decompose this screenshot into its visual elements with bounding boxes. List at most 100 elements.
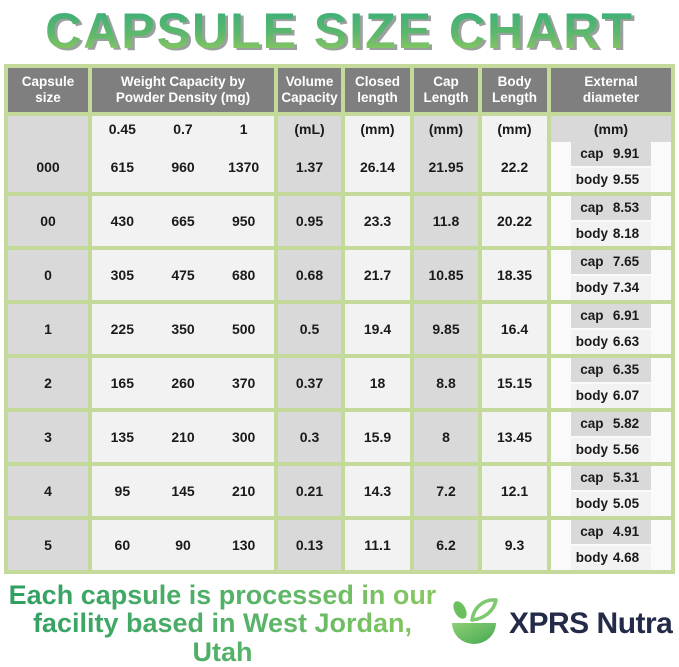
external-cap-label: cap: [580, 524, 604, 540]
cap-length-cell: 10.85: [414, 250, 478, 300]
table-row: 1 225 350 500 0.5 19.4 9.85 16.4 cap 6.9…: [8, 304, 671, 354]
external-diameter-cell: cap 5.82 body 5.56: [551, 412, 671, 462]
external-body-label: body: [575, 172, 608, 188]
external-cap-label: cap: [580, 470, 604, 486]
external-cap-row: cap 5.31: [570, 466, 652, 490]
capsule-size-table: Capsule size Weight Capacity by Powder D…: [4, 64, 675, 574]
table-subheader-row: 0.45 0.7 1 (mL) (mm) (mm) (mm) (mm): [8, 116, 671, 142]
weight-1-value: 500: [231, 320, 256, 337]
external-cap-value: 6.35: [612, 362, 640, 378]
external-diameter-cell: cap 4.91 body 4.68: [551, 520, 671, 570]
header-volume-capacity: Volume Capacity: [278, 68, 341, 112]
weight-07-value: 90: [175, 536, 191, 553]
body-length-cell: 22.2: [482, 142, 547, 192]
external-body-value: 5.56: [612, 442, 640, 458]
weight-capacity-cell: 165 260 370: [92, 358, 274, 408]
table-header-row: Capsule size Weight Capacity by Powder D…: [8, 68, 671, 112]
density-07-label: 0.7: [173, 120, 193, 137]
weight-capacity-cell: 225 350 500: [92, 304, 274, 354]
external-body-value: 9.55: [612, 172, 640, 188]
external-diameter-cell: cap 9.91 body 9.55: [551, 142, 671, 192]
subheader-cap-unit: (mm): [414, 116, 478, 142]
weight-1-value: 210: [231, 482, 256, 499]
closed-length-cell: 15.9: [345, 412, 410, 462]
header-closed-length: Closed length: [345, 68, 410, 112]
header-weight-capacity: Weight Capacity by Powder Density (mg): [92, 68, 274, 112]
capsule-size-cell: 1: [8, 304, 88, 354]
external-cap-row: cap 6.91: [570, 304, 652, 328]
capsule-size-cell: 3: [8, 412, 88, 462]
cap-length-cell: 21.95: [414, 142, 478, 192]
capsule-size-cell: 4: [8, 466, 88, 516]
weight-capacity-cell: 615 960 1370: [92, 142, 274, 192]
body-length-cell: 18.35: [482, 250, 547, 300]
weight-07-value: 260: [171, 374, 195, 391]
external-body-row: body 9.55: [570, 168, 652, 192]
table-row: 2 165 260 370 0.37 18 8.8 15.15 cap 6.35…: [8, 358, 671, 408]
capsule-size-cell: 0: [8, 250, 88, 300]
external-cap-label: cap: [580, 416, 604, 432]
header-capsule-size: Capsule size: [8, 68, 88, 112]
external-cap-value: 7.65: [612, 254, 640, 270]
weight-capacity-cell: 305 475 680: [92, 250, 274, 300]
mortar-leaf-icon: [452, 597, 498, 644]
volume-capacity-cell: 0.3: [278, 412, 341, 462]
cap-length-cell: 9.85: [414, 304, 478, 354]
cap-length-cell: 8.8: [414, 358, 478, 408]
cap-length-cell: 11.8: [414, 196, 478, 246]
body-length-cell: 15.15: [482, 358, 547, 408]
external-cap-row: cap 7.65: [570, 250, 652, 274]
volume-capacity-cell: 0.5: [278, 304, 341, 354]
volume-capacity-cell: 0.21: [278, 466, 341, 516]
weight-capacity-cell: 135 210 300: [92, 412, 274, 462]
header-body-length: Body Length: [482, 68, 547, 112]
closed-length-cell: 19.4: [345, 304, 410, 354]
subheader-volume-unit: (mL): [278, 116, 341, 142]
volume-capacity-cell: 0.68: [278, 250, 341, 300]
weight-07-value: 960: [171, 158, 195, 175]
external-body-label: body: [575, 388, 608, 404]
density-045-label: 0.45: [108, 120, 136, 137]
footer-caption-line1: Each capsule is processed in our: [8, 580, 437, 610]
weight-1-value: 130: [231, 536, 256, 553]
external-body-value: 5.05: [612, 496, 640, 512]
weight-045-value: 305: [110, 266, 134, 283]
external-cap-label: cap: [580, 254, 604, 270]
weight-1-value: 950: [231, 212, 256, 229]
weight-07-value: 350: [171, 320, 195, 337]
external-body-value: 6.63: [612, 334, 640, 350]
capsule-size-chart-page: CAPSULE SIZE CHART Capsule size Weight C…: [0, 0, 679, 644]
external-body-row: body 6.63: [570, 330, 652, 354]
weight-07-value: 145: [171, 482, 195, 499]
weight-045-value: 225: [110, 320, 134, 337]
external-body-label: body: [575, 280, 608, 296]
external-cap-label: cap: [580, 308, 604, 324]
external-body-label: body: [575, 226, 608, 242]
volume-capacity-cell: 1.37: [278, 142, 341, 192]
closed-length-cell: 23.3: [345, 196, 410, 246]
weight-07-value: 665: [171, 212, 195, 229]
volume-capacity-cell: 0.13: [278, 520, 341, 570]
external-diameter-cell: cap 6.91 body 6.63: [551, 304, 671, 354]
footer-caption: Each capsule is processed in our facilit…: [0, 581, 445, 666]
external-cap-label: cap: [580, 146, 604, 162]
external-body-row: body 6.07: [570, 384, 652, 408]
weight-1-value: 680: [231, 266, 256, 283]
external-cap-value: 8.53: [612, 200, 640, 216]
external-cap-label: cap: [580, 362, 604, 378]
external-body-label: body: [575, 496, 608, 512]
footer: Each capsule is processed in our facilit…: [0, 581, 679, 666]
weight-1-value: 1370: [228, 158, 260, 175]
external-cap-value: 5.82: [612, 416, 640, 432]
table-row: 00 430 665 950 0.95 23.3 11.8 20.22 cap …: [8, 196, 671, 246]
body-length-cell: 13.45: [482, 412, 547, 462]
weight-045-value: 430: [110, 212, 134, 229]
page-title: CAPSULE SIZE CHART: [0, 0, 679, 62]
external-body-value: 8.18: [612, 226, 640, 242]
external-cap-row: cap 8.53: [570, 196, 652, 220]
table-row: 4 95 145 210 0.21 14.3 7.2 12.1 cap 5.31…: [8, 466, 671, 516]
table-row: 000 615 960 1370 1.37 26.14 21.95 22.2 c…: [8, 142, 671, 192]
external-body-row: body 4.68: [570, 546, 652, 570]
external-cap-label: cap: [580, 200, 604, 216]
cap-length-cell: 8: [414, 412, 478, 462]
